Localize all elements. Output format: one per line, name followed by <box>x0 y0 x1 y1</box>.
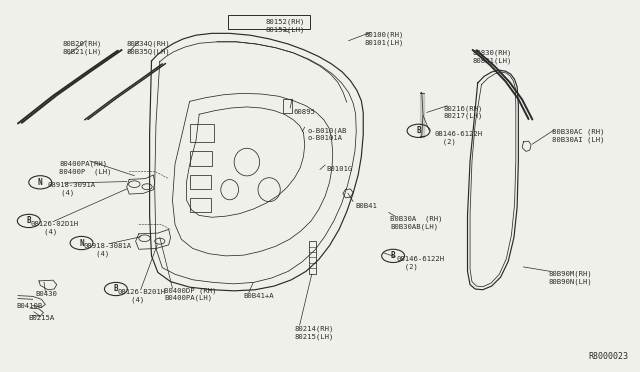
Text: 80830(RH)
80831(LH): 80830(RH) 80831(LH) <box>472 50 512 64</box>
Text: 08126-02D1H
   (4): 08126-02D1H (4) <box>31 221 79 235</box>
Text: B: B <box>26 217 31 225</box>
Text: R8000023: R8000023 <box>588 352 628 361</box>
Text: N: N <box>38 178 42 187</box>
Text: N: N <box>79 238 84 247</box>
Text: 80152(RH)
80153(LH): 80152(RH) 80153(LH) <box>266 19 305 33</box>
Text: 80216(RH)
80217(LH): 80216(RH) 80217(LH) <box>444 105 483 119</box>
Bar <box>283 99 292 113</box>
Text: 08918-3091A
   (4): 08918-3091A (4) <box>48 182 96 196</box>
Text: o-B010(AB
o-B0101A: o-B010(AB o-B0101A <box>307 127 347 141</box>
Text: 80100(RH)
80101(LH): 80100(RH) 80101(LH) <box>365 32 404 46</box>
Bar <box>189 151 212 166</box>
Text: 80B30AC (RH)
80B30AI (LH): 80B30AC (RH) 80B30AI (LH) <box>552 129 605 143</box>
Text: B0B41: B0B41 <box>355 202 377 209</box>
Bar <box>189 124 214 142</box>
Text: 80B34Q(RH)
80B35Q(LH): 80B34Q(RH) 80B35Q(LH) <box>126 41 170 55</box>
Text: B0B41+A: B0B41+A <box>244 293 275 299</box>
Text: B0430: B0430 <box>36 291 58 297</box>
Bar <box>189 198 211 212</box>
Text: 80B20(RH)
80B21(LH): 80B20(RH) 80B21(LH) <box>63 41 102 55</box>
Text: B: B <box>113 285 118 294</box>
Text: B0B30A  (RH)
B0B30AB(LH): B0B30A (RH) B0B30AB(LH) <box>390 215 442 230</box>
Text: B0400DP (RH)
B0400PA(LH): B0400DP (RH) B0400PA(LH) <box>164 287 217 301</box>
Text: B: B <box>391 251 396 260</box>
Text: 80400PA(RH)
80400P  (LH): 80400PA(RH) 80400P (LH) <box>60 160 112 174</box>
Text: 08146-6122H
  (2): 08146-6122H (2) <box>396 256 444 270</box>
Text: 60895: 60895 <box>293 109 315 115</box>
Bar <box>189 175 211 189</box>
Text: 80214(RH)
80215(LH): 80214(RH) 80215(LH) <box>294 326 334 340</box>
Text: B: B <box>416 126 421 135</box>
Text: 80B90M(RH)
80B90N(LH): 80B90M(RH) 80B90N(LH) <box>549 270 593 285</box>
Bar <box>308 241 316 274</box>
Text: 08918-3081A
   (4): 08918-3081A (4) <box>83 243 132 257</box>
Text: 08146-6122H
  (2): 08146-6122H (2) <box>435 131 483 145</box>
Text: B0215A: B0215A <box>29 315 55 321</box>
Text: 08126-B201H
   (4): 08126-B201H (4) <box>118 289 166 303</box>
Text: B0101G: B0101G <box>326 166 353 172</box>
Text: B0410B: B0410B <box>17 303 43 309</box>
Polygon shape <box>420 93 424 137</box>
